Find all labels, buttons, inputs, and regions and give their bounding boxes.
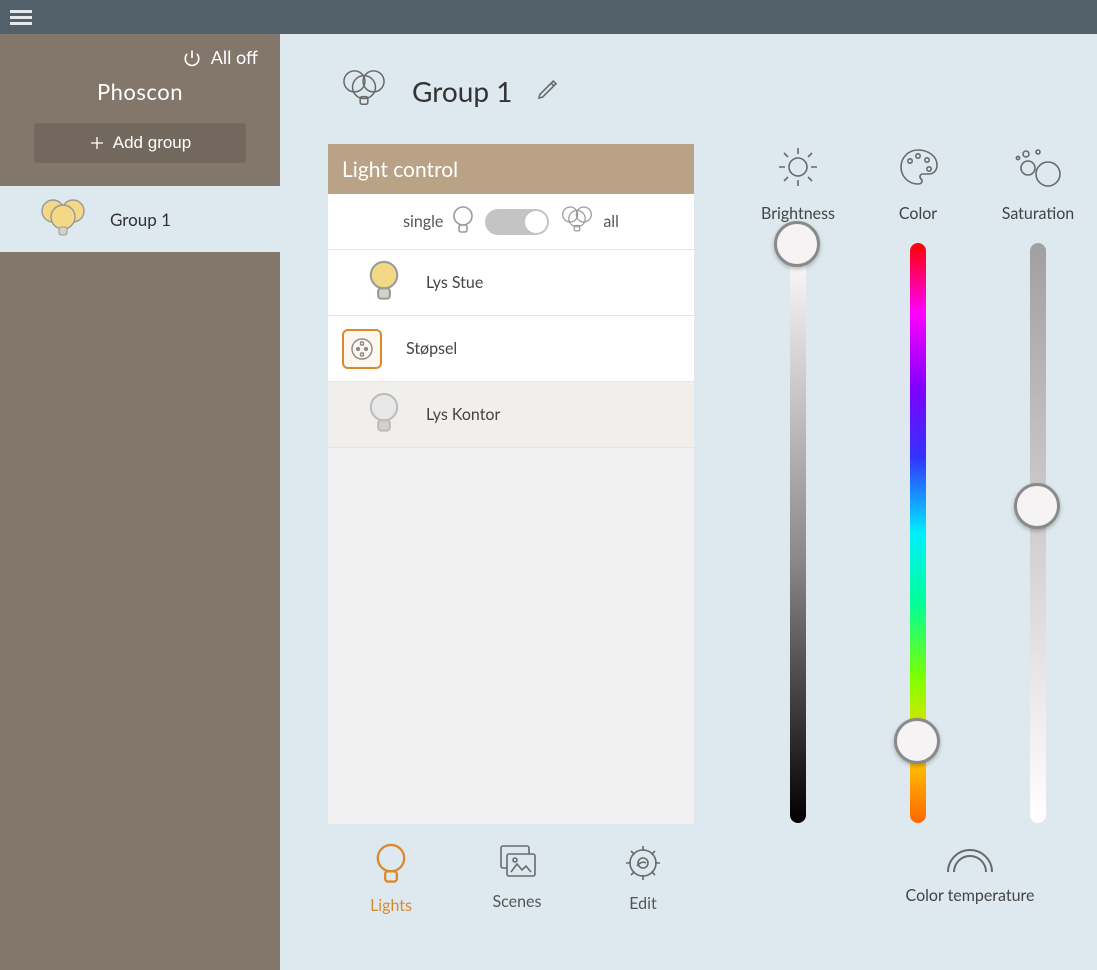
light-item-lys-kontor[interactable]: Lys Kontor — [328, 382, 694, 448]
mode-all-label: all — [603, 212, 619, 231]
light-item-label: Lys Kontor — [426, 405, 500, 424]
all-off-label: All off — [211, 46, 258, 68]
tab-edit[interactable]: Edit — [580, 842, 706, 915]
mode-toggle-row: single all — [328, 194, 694, 250]
sliders-area: Brightness Color Saturation — [738, 144, 1097, 823]
sidebar-bg — [0, 186, 280, 970]
sidebar-item-group1[interactable]: Group 1 — [0, 186, 280, 252]
bulb-icon — [366, 391, 402, 439]
tab-scenes[interactable]: Scenes — [454, 842, 580, 915]
bulb-single-icon — [451, 205, 475, 239]
sidebar-group-label: Group 1 — [110, 209, 171, 230]
tab-label: Lights — [328, 896, 454, 915]
add-group-button[interactable]: Add group — [34, 123, 246, 163]
light-item-label: Støpsel — [406, 339, 457, 358]
color-handle[interactable] — [894, 718, 940, 764]
plug-icon — [342, 329, 382, 369]
color-temp-icon — [940, 842, 1000, 878]
bubbles-icon — [1012, 144, 1064, 190]
menu-icon[interactable] — [10, 7, 32, 28]
single-all-toggle[interactable] — [485, 209, 549, 235]
light-item-label: Lys Stue — [426, 273, 483, 292]
group-header: Group 1 — [280, 68, 1097, 114]
saturation-label: Saturation — [983, 204, 1093, 223]
top-bar — [0, 0, 1097, 34]
bulb-icon — [366, 259, 402, 307]
plus-icon — [89, 135, 105, 151]
light-item-lys-stue[interactable]: Lys Stue — [328, 250, 694, 316]
bulb-group-icon — [38, 197, 88, 241]
tab-label: Edit — [580, 894, 706, 913]
color-column: Color — [863, 144, 973, 823]
bulb-icon — [373, 842, 409, 886]
color-temp-label: Color temperature — [820, 886, 1097, 905]
tab-lights[interactable]: Lights — [328, 842, 454, 915]
brightness-handle[interactable] — [774, 221, 820, 267]
page-title: Group 1 — [412, 74, 512, 108]
edit-title-button[interactable] — [536, 77, 560, 105]
mode-single-label: single — [403, 212, 443, 231]
color-temperature-button[interactable]: Color temperature — [820, 842, 1097, 905]
sidebar: All off Phoscon Add group — [0, 34, 280, 186]
light-control-panel: Light control single all Lys Stue — [328, 144, 694, 824]
bulb-group-icon — [340, 68, 388, 114]
brand-title: Phoscon — [0, 72, 280, 123]
power-icon — [183, 49, 201, 67]
tab-label: Scenes — [454, 892, 580, 911]
add-group-label: Add group — [113, 133, 191, 153]
brightness-column: Brightness — [743, 144, 853, 823]
main-area: Group 1 Light control single all Lys St — [280, 34, 1097, 970]
bulb-group-icon — [559, 205, 595, 239]
sun-icon — [775, 144, 821, 190]
saturation-column: Saturation — [983, 144, 1093, 823]
palette-icon — [895, 144, 941, 190]
scenes-icon — [495, 842, 539, 882]
light-item-stopsel[interactable]: Støpsel — [328, 316, 694, 382]
gear-icon — [622, 842, 664, 884]
color-slider[interactable] — [910, 243, 926, 823]
brightness-slider[interactable] — [790, 243, 806, 823]
all-off-button[interactable]: All off — [0, 34, 280, 72]
pencil-icon — [536, 77, 560, 101]
saturation-handle[interactable] — [1014, 483, 1060, 529]
panel-title: Light control — [328, 144, 694, 194]
color-label: Color — [863, 204, 973, 223]
saturation-slider[interactable] — [1030, 243, 1046, 823]
